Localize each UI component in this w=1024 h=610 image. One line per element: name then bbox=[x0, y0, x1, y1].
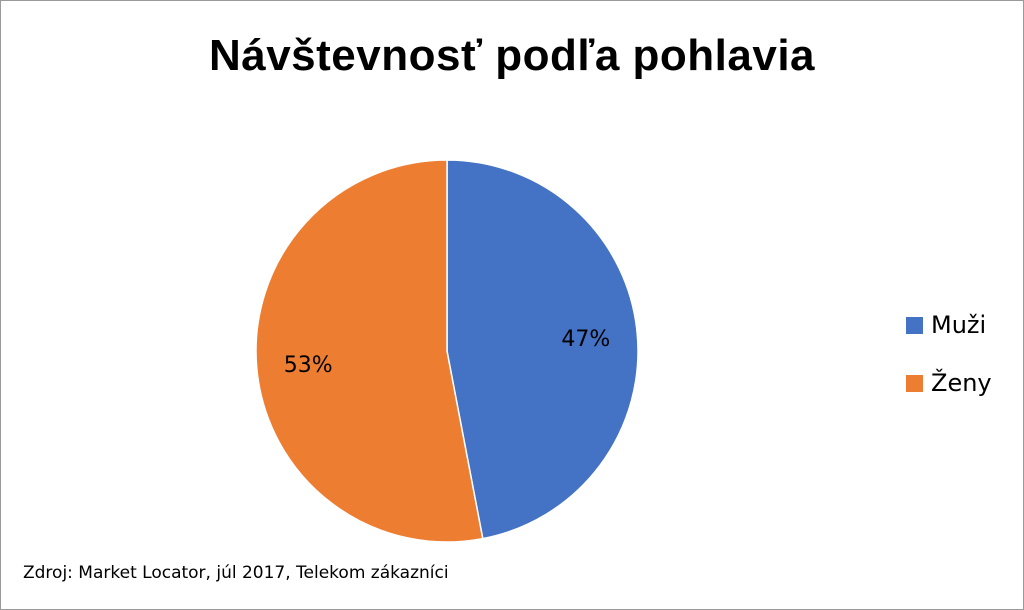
legend-label-muzi: Muži bbox=[931, 311, 987, 339]
legend-swatch-zeny bbox=[906, 374, 923, 392]
legend-label-zeny: Ženy bbox=[931, 369, 992, 397]
data-label-muzi: 47% bbox=[561, 327, 610, 352]
legend-swatch-muzi bbox=[906, 316, 923, 334]
chart-title: Návštevnosť podľa pohlavia bbox=[208, 31, 816, 80]
legend-item-muzi: Muži bbox=[906, 309, 992, 341]
legend-item-zeny: Ženy bbox=[906, 367, 992, 399]
pie-slice-zeny bbox=[255, 159, 484, 543]
source-note: Zdroj: Market Locator, júl 2017, Telekom… bbox=[23, 563, 449, 583]
legend: Muži Ženy bbox=[906, 309, 992, 425]
pie-slice-muzi bbox=[446, 159, 639, 540]
data-label-zeny: 53% bbox=[284, 353, 333, 378]
